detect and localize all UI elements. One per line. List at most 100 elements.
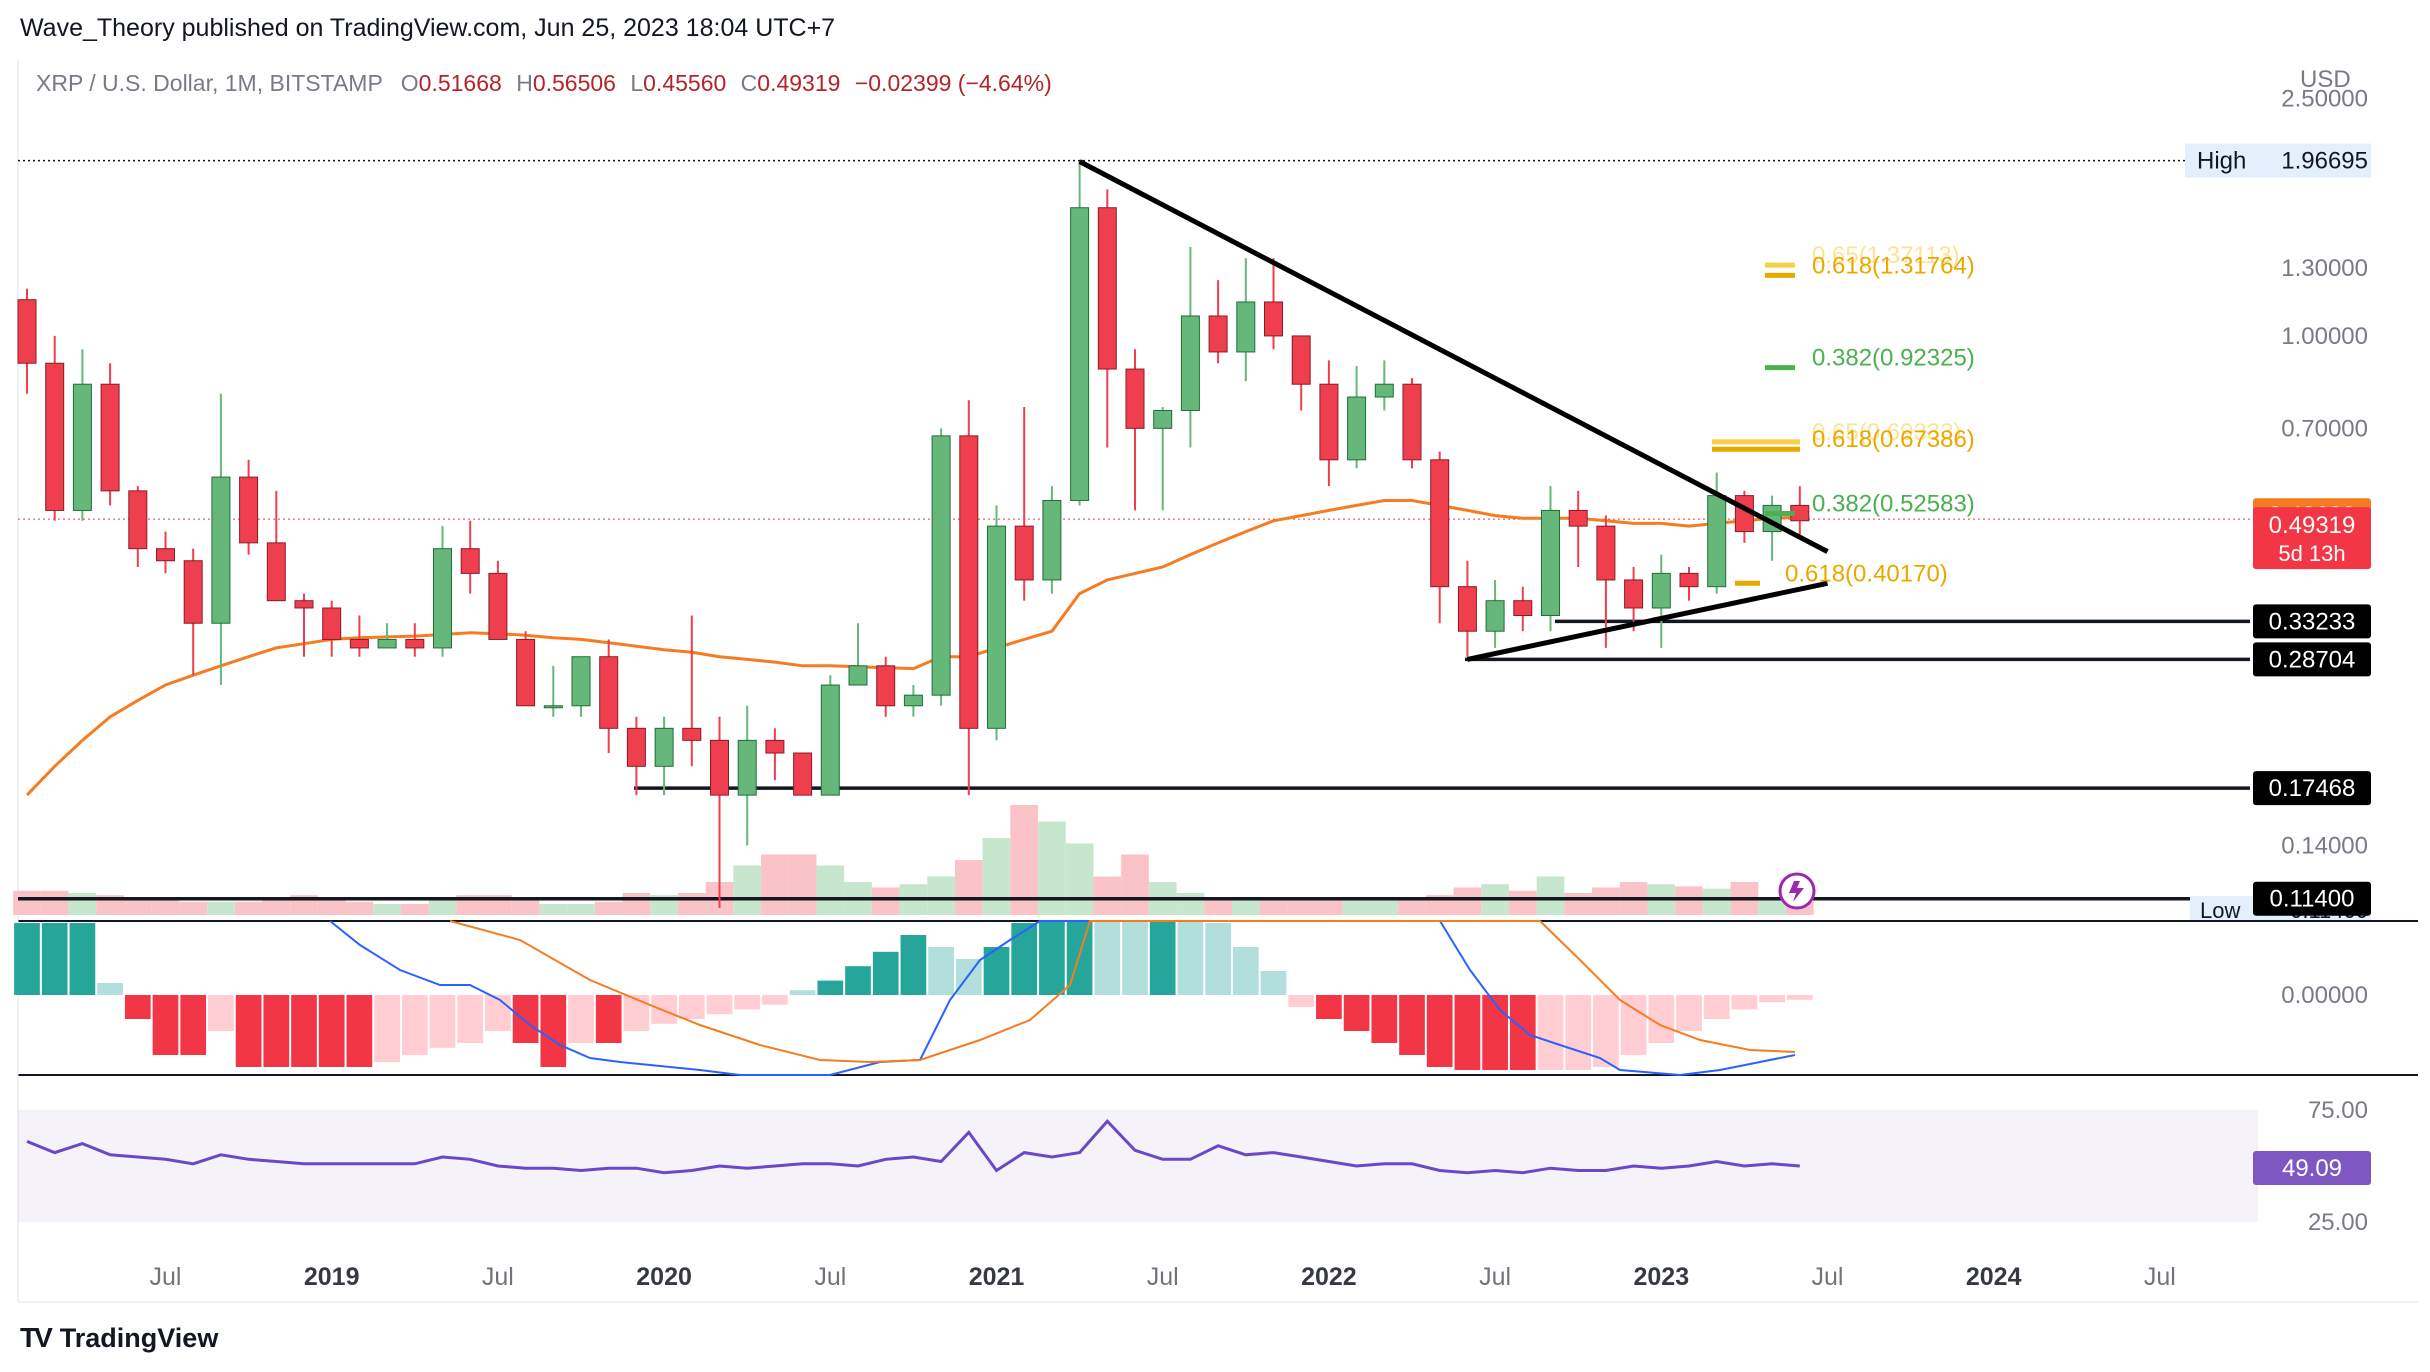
candle-body <box>1624 579 1644 609</box>
candle <box>211 393 231 686</box>
ascending-trendline[interactable] <box>1466 580 1829 662</box>
level-badge-text: 0.17468 <box>2269 775 2356 802</box>
candle-body <box>654 727 674 767</box>
candle-body <box>1707 495 1727 588</box>
tradingview-logo[interactable]: TV TradingView <box>20 1322 218 1354</box>
volume-bar <box>733 865 762 915</box>
low-marker-label: Low <box>2200 898 2240 923</box>
candle-body <box>1014 525 1034 581</box>
candle-body <box>737 739 757 796</box>
candle <box>848 623 868 686</box>
level-badge-text: 0.28704 <box>2269 646 2356 673</box>
macd-histogram-bar <box>845 966 871 995</box>
time-axis-label: 2022 <box>1301 1263 1357 1291</box>
change-value: −0.02399 (−4.64%) <box>854 70 1052 96</box>
candle-body <box>460 548 480 574</box>
macd-histogram-bar <box>1537 995 1564 1070</box>
macd-histogram-bar <box>762 995 788 1005</box>
candle-body <box>682 727 702 741</box>
ema-line <box>25 499 1800 797</box>
macd-histogram-bar <box>1426 995 1453 1067</box>
level-badge: 0.11400 <box>2253 881 2371 916</box>
candle-body <box>1153 409 1173 429</box>
volume-bar <box>982 838 1011 915</box>
time-axis-label: Jul <box>482 1263 514 1291</box>
candle <box>1125 349 1145 511</box>
macd-histogram-bar <box>1482 995 1508 1070</box>
macd-histogram-bar <box>1703 995 1730 1019</box>
candle-body <box>45 362 65 511</box>
candle <box>1596 515 1616 648</box>
candle-body <box>959 435 979 729</box>
candle <box>1374 360 1394 411</box>
last-price-badge-bg <box>2253 507 2371 570</box>
candle-body <box>1513 600 1533 616</box>
candle-body <box>1264 301 1283 337</box>
level-badge-bg <box>2253 642 2371 677</box>
candle <box>626 716 646 796</box>
candle <box>1457 560 1477 657</box>
price-axis-tick: 1.00000 <box>2281 323 2368 350</box>
volume-bar <box>40 890 69 915</box>
candle <box>1513 586 1533 632</box>
candle <box>931 428 951 706</box>
time-axis-label: 2021 <box>969 1263 1025 1291</box>
macd-histogram-bar <box>263 995 290 1067</box>
candle <box>460 520 480 594</box>
candle <box>1014 407 1034 601</box>
volume-bar <box>400 904 429 915</box>
candle-body <box>1541 509 1560 616</box>
candle-body <box>294 600 314 609</box>
volume-bar <box>1315 897 1343 915</box>
candle <box>377 623 397 649</box>
time-axis-label: 2024 <box>1966 1263 2022 1291</box>
volume-bar <box>1231 898 1260 915</box>
time-axis-label: Jul <box>2144 1263 2176 1291</box>
candle-body <box>1430 459 1450 588</box>
macd-histogram-bar <box>485 995 511 1031</box>
macd-histogram-bar <box>1565 995 1592 1070</box>
candle-body <box>516 638 536 707</box>
macd-histogram-bar <box>235 995 262 1067</box>
macd-histogram-bar <box>291 995 317 1067</box>
time-axis-label: Jul <box>1812 1263 1844 1291</box>
replay-icon[interactable] <box>1778 872 1816 910</box>
currency-label: USD <box>2300 66 2351 93</box>
price-axis-tick: 2.50000 <box>2281 85 2368 112</box>
candle-body <box>987 525 1006 729</box>
macd-histogram-bar <box>318 995 345 1067</box>
descending-trendline[interactable] <box>1078 159 1829 554</box>
candle <box>1180 246 1200 448</box>
volume-bar <box>761 854 789 915</box>
candle-body <box>266 542 286 602</box>
candle <box>100 363 120 506</box>
volume-bar <box>179 901 208 915</box>
fib-level-label: 0.618(1.31764) <box>1812 252 1975 279</box>
candle-body <box>1596 525 1616 581</box>
tradingview-logo-icon: TV <box>20 1322 53 1353</box>
macd-histogram-bar <box>152 995 179 1055</box>
volume-bar <box>1342 899 1371 915</box>
macd-histogram-bar <box>1149 920 1176 995</box>
rsi-band <box>18 1110 2258 1222</box>
candle <box>1319 360 1339 487</box>
volume-bar <box>68 893 97 915</box>
macd-histogram-bar <box>14 923 40 995</box>
candle <box>17 288 37 394</box>
candle <box>156 531 175 574</box>
candle <box>433 526 452 657</box>
candle-body <box>1236 301 1256 353</box>
macd-histogram-bar <box>928 947 954 995</box>
candle-body <box>488 572 508 640</box>
candle <box>1208 280 1228 364</box>
volume-bar <box>954 860 983 915</box>
candle <box>1790 486 1810 538</box>
candle-body <box>1319 383 1339 461</box>
candle <box>266 490 286 602</box>
volume-bar <box>13 890 41 915</box>
candle <box>599 639 619 754</box>
candle <box>294 593 314 657</box>
candle <box>1264 258 1283 350</box>
symbol-name[interactable]: XRP / U.S. Dollar, 1M, BITSTAMP <box>36 70 383 96</box>
